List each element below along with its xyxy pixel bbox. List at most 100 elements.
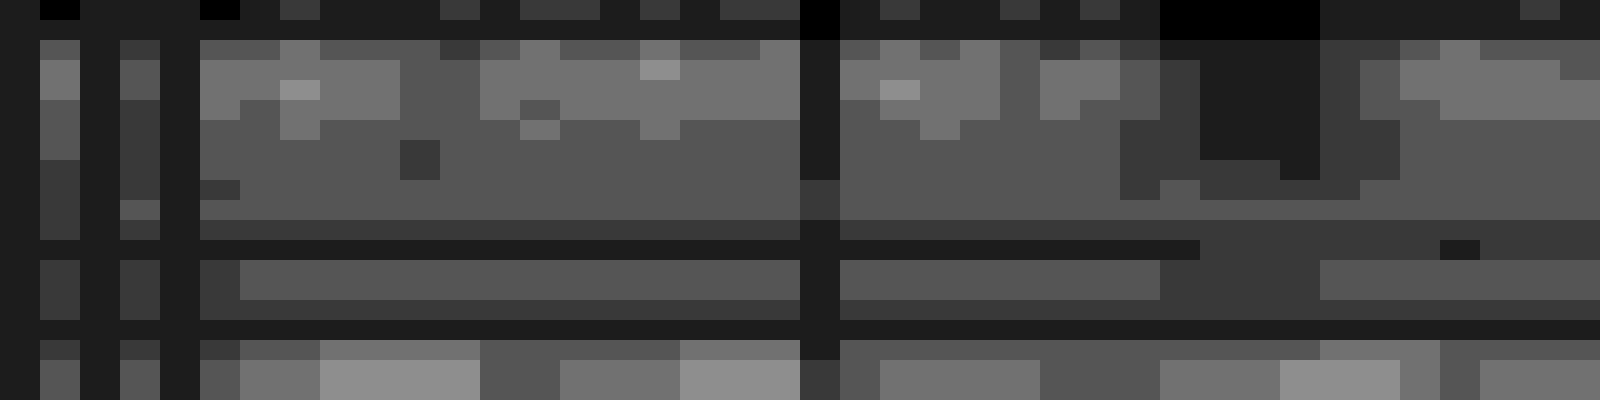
heatmap-cell (1200, 180, 1241, 201)
heatmap-cell (1280, 260, 1321, 281)
heatmap-cell (1560, 80, 1600, 101)
heatmap-cell (1240, 100, 1281, 121)
heatmap-cell (1440, 140, 1481, 161)
heatmap-cell (520, 140, 561, 161)
heatmap-cell (1560, 380, 1600, 400)
heatmap-cell (1360, 320, 1401, 341)
heatmap-cell (160, 120, 201, 141)
heatmap-cell (560, 220, 601, 241)
heatmap-cell (920, 20, 961, 41)
heatmap-cell (280, 280, 321, 301)
heatmap-cell (640, 20, 681, 41)
heatmap-cell (1040, 360, 1081, 381)
heatmap-cell (1320, 380, 1361, 400)
heatmap-cell (240, 60, 281, 81)
heatmap-cell (320, 340, 361, 361)
heatmap-cell (1480, 280, 1521, 301)
heatmap-cell (1120, 180, 1161, 201)
heatmap-cell (1080, 40, 1121, 61)
heatmap-cell (200, 280, 241, 301)
heatmap-cell (1560, 160, 1600, 181)
heatmap-cell (600, 260, 641, 281)
heatmap-cell (1040, 300, 1081, 321)
heatmap-cell (240, 380, 281, 400)
heatmap-cell (1000, 380, 1041, 400)
heatmap-cell (1000, 40, 1041, 61)
heatmap-cell (1080, 140, 1121, 161)
heatmap-cell (640, 120, 681, 141)
heatmap-cell (1200, 200, 1241, 221)
heatmap-cell (720, 120, 761, 141)
heatmap-cell (960, 0, 1001, 21)
heatmap-cell (1200, 60, 1241, 81)
heatmap-cell (200, 360, 241, 381)
heatmap-cell (1000, 200, 1041, 221)
heatmap-cell (400, 260, 441, 281)
heatmap-cell (880, 200, 921, 221)
heatmap-cell (440, 240, 481, 261)
heatmap-cell (640, 80, 681, 101)
heatmap-cell (0, 100, 41, 121)
heatmap-cell (0, 160, 41, 181)
heatmap-cell (560, 100, 601, 121)
heatmap-cell (600, 300, 641, 321)
heatmap-cell (1160, 320, 1201, 341)
heatmap-cell (1400, 300, 1441, 321)
heatmap-cell (960, 80, 1001, 101)
heatmap-cell (480, 100, 521, 121)
heatmap-cell (960, 180, 1001, 201)
heatmap-cell (1360, 80, 1401, 101)
heatmap-cell (560, 40, 601, 61)
heatmap-cell (840, 360, 881, 381)
heatmap-cell (0, 280, 41, 301)
heatmap-cell (640, 320, 681, 341)
heatmap-cell (1400, 20, 1441, 41)
heatmap-cell (1480, 180, 1521, 201)
heatmap-cell (1440, 100, 1481, 121)
heatmap-cell (1080, 240, 1121, 261)
heatmap-cell (1080, 260, 1121, 281)
heatmap-cell (800, 60, 841, 81)
heatmap-cell (1000, 60, 1041, 81)
heatmap-cell (1040, 240, 1081, 261)
heatmap-cell (480, 280, 521, 301)
heatmap-cell (480, 80, 521, 101)
heatmap-cell (960, 40, 1001, 61)
heatmap-cell (1360, 340, 1401, 361)
heatmap-cell (720, 380, 761, 400)
heatmap-cell (1320, 200, 1361, 221)
heatmap-cell (760, 220, 801, 241)
heatmap-cell (1480, 260, 1521, 281)
heatmap-cell (760, 260, 801, 281)
heatmap-cell (840, 60, 881, 81)
heatmap-cell (1480, 300, 1521, 321)
heatmap-cell (0, 80, 41, 101)
heatmap-cell (680, 80, 721, 101)
heatmap-cell (1280, 380, 1321, 400)
heatmap-cell (640, 140, 681, 161)
heatmap-cell (1400, 320, 1441, 341)
heatmap-cell (440, 300, 481, 321)
heatmap-cell (280, 260, 321, 281)
heatmap-cell (1120, 80, 1161, 101)
heatmap-cell (1200, 300, 1241, 321)
heatmap-cell (360, 300, 401, 321)
heatmap-cell (1480, 240, 1521, 261)
heatmap-cell (640, 100, 681, 121)
heatmap-cell (1400, 240, 1441, 261)
heatmap-cell (1160, 200, 1201, 221)
heatmap-cell (440, 180, 481, 201)
heatmap-cell (720, 60, 761, 81)
heatmap-cell (280, 180, 321, 201)
heatmap-cell (280, 320, 321, 341)
heatmap-cell (1560, 120, 1600, 141)
heatmap-cell (400, 160, 441, 181)
heatmap-cell (1240, 80, 1281, 101)
heatmap-cell (440, 140, 481, 161)
heatmap-cell (120, 40, 161, 61)
heatmap-cell (600, 320, 641, 341)
heatmap-cell (1200, 280, 1241, 301)
heatmap-cell (720, 260, 761, 281)
heatmap-cell (1200, 380, 1241, 400)
heatmap-cell (80, 100, 121, 121)
